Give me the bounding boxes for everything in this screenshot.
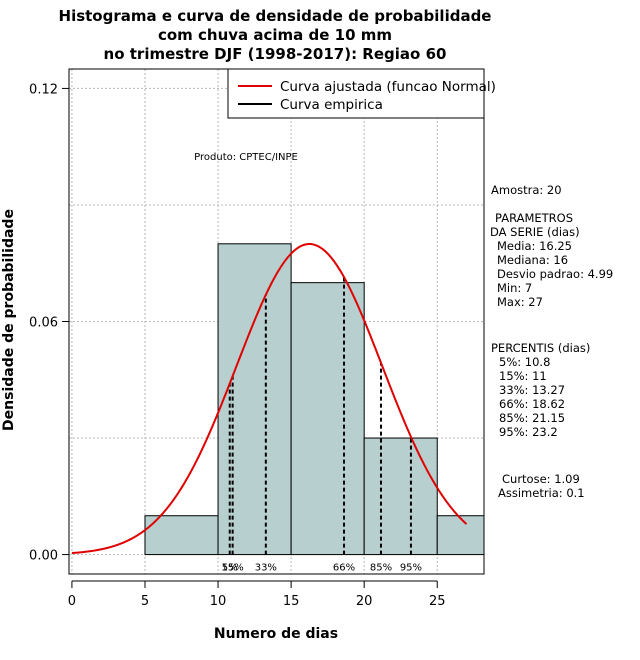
stat-p66: 66%: 18.62 [499,397,565,411]
percentile-marker-label-5: 95% [400,563,422,574]
curve-layer [71,243,468,555]
x-tick-label-2: 10 [210,594,227,609]
legend-box [227,68,485,119]
chart-title-line-1: Histograma e curva de densidade de proba… [59,7,492,25]
x-tick-label-3: 15 [283,594,300,609]
stat-kurtosis: Curtose: 1.09 [502,472,580,486]
legend: Curva ajustada (funcao Normal) Curva emp… [227,68,496,119]
legend-fitted-label: Curva ajustada (funcao Normal) [280,79,496,95]
chart-title-line-2: com chuva acima de 10 mm [158,26,392,44]
stat-p15: 15%: 11 [499,369,547,383]
y-tick-label-0: 0.00 [29,549,58,564]
stat-max: Max: 27 [497,295,543,309]
stat-p33: 33%: 13.27 [499,383,565,397]
stat-p5: 5%: 10.8 [499,355,550,369]
stat-min: Min: 7 [497,281,532,295]
stat-parameters-subheading: DA SERIE (dias) [490,225,580,239]
histogram-bar-4 [436,515,485,556]
normal-curve-line [71,243,468,555]
x-tick-label-0: 0 [68,594,76,609]
percentile-marker-label-4: 85% [370,563,392,574]
percentile-marker-label-3: 66% [333,563,355,574]
histogram-bar-3 [363,437,438,556]
chart-title-line-3: no trimestre DJF (1998-2017): Regiao 60 [104,45,447,63]
stat-std-dev: Desvio padrao: 4.99 [497,267,613,281]
histogram-bar-0 [144,515,219,556]
stat-p85: 85%: 21.15 [499,411,565,425]
x-tick-label-4: 20 [356,594,373,609]
stats-panel: Amostra: 20 PARAMETROS DA SERIE (dias) M… [490,183,613,500]
x-axis-title: Numero de dias [214,626,338,642]
x-tick-label-5: 25 [429,594,446,609]
percentile-marker-label-0: 5% [222,563,238,574]
bars-layer [144,243,485,556]
product-annotation: Produto: CPTEC/INPE [194,152,298,163]
y-tick-label-1: 0.06 [29,316,58,331]
stat-p95: 95%: 23.2 [499,425,558,439]
x-tick-label-1: 5 [141,594,149,609]
y-axis-title: Densidade de probabilidade [1,209,17,431]
stat-skewness: Assimetria: 0.1 [498,486,585,500]
percentile-marker-label-1: 15% [222,563,244,574]
histogram-bar-2 [290,282,365,556]
legend-empirical-label: Curva empirica [280,97,383,113]
stat-median: Mediana: 16 [497,253,568,267]
stat-mean: Media: 16.25 [497,239,572,253]
stat-sample-size: Amostra: 20 [491,183,562,197]
stat-percentiles-heading: PERCENTIS (dias) [491,341,590,355]
percentile-marker-label-2: 33% [255,563,277,574]
y-tick-label-2: 0.12 [29,82,58,97]
percentile-layer: 5%15% 33% 66% 85% 95% [222,277,422,574]
stat-parameters-heading: PARAMETROS [495,211,573,225]
